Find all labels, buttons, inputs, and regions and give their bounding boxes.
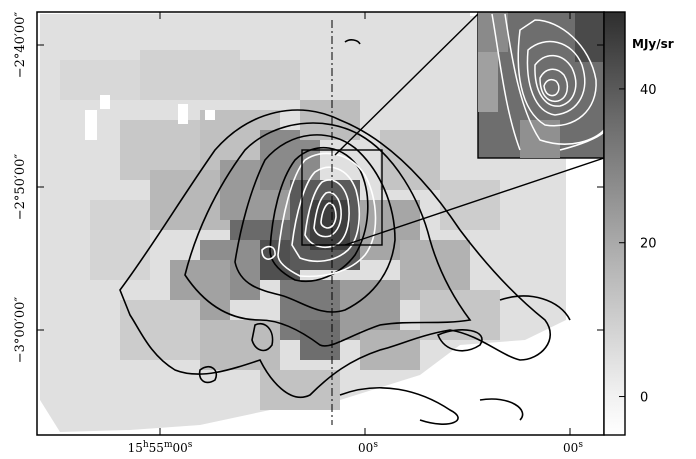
emission-block: [60, 60, 140, 100]
map-hole: [505, 360, 565, 400]
colorbar-unit: MJy/sr: [632, 37, 674, 51]
inset-contour: [534, 54, 577, 107]
contour-island: [251, 323, 274, 352]
inset-contour: [539, 68, 569, 103]
contour-2: [184, 122, 472, 347]
colorbar-fill: [603, 11, 626, 436]
emission-block: [310, 200, 350, 250]
zoom-connector: [344, 157, 604, 246]
y-tick-label: −3°00′00″: [13, 297, 28, 364]
contour-w2: [291, 166, 361, 263]
contour-outer: [119, 109, 551, 398]
contour-island: [436, 329, 483, 352]
x-tick-label-s: 00: [173, 441, 188, 455]
contour-island: [198, 365, 218, 384]
x-tick-label-h: 15: [128, 441, 143, 455]
contour-w-blob: [261, 245, 276, 260]
inset-contour: [517, 19, 597, 127]
inset-contour: [504, 13, 604, 145]
map-hole: [178, 104, 188, 124]
map-hole: [100, 95, 110, 109]
contour-w4: [313, 191, 342, 238]
contour-3: [234, 134, 396, 313]
contour-4: [269, 146, 369, 282]
inset-contour: [543, 78, 560, 97]
contour-w3: [304, 179, 350, 249]
inset-tile: [478, 52, 498, 112]
inset-tile: [575, 12, 604, 62]
emission-block: [300, 100, 360, 140]
y-axis: [37, 44, 604, 331]
emission-block: [240, 60, 300, 100]
contour-top: [344, 39, 361, 45]
zoom-box: [301, 149, 383, 246]
inset-contour: [526, 40, 586, 116]
map-hole: [205, 110, 215, 120]
map-hole: [85, 110, 97, 140]
colorbar-tick-label: 20: [640, 237, 657, 252]
emission-block: [360, 330, 420, 370]
contour-w1: [277, 152, 377, 278]
colorbar-ticks: 0 20 40: [619, 83, 657, 406]
contour-south: [479, 398, 524, 421]
contour-east: [499, 295, 571, 321]
inset-contour: [491, 13, 521, 151]
y-tick-label: −2°50′00″: [13, 154, 28, 221]
x-tick-label: 15h55m00s: [128, 440, 193, 455]
x-axis: [159, 12, 571, 435]
inset: [477, 12, 604, 159]
emission-block: [120, 300, 200, 360]
x-tick-label-m: 55: [149, 441, 164, 455]
x-tick-label-s: 00: [358, 441, 373, 455]
emission-block: [90, 200, 150, 280]
contour-south: [339, 387, 459, 425]
inset-contour: [559, 131, 604, 151]
map-area: [40, 12, 604, 432]
emission-block: [440, 180, 500, 230]
colorbar-tick-label: 40: [640, 83, 657, 98]
x-tick-label-s: 00: [563, 441, 578, 455]
black-contours: [119, 39, 571, 425]
colorbar: 0 20 40 MJy/sr: [603, 11, 674, 436]
x-tick-label: 00s: [563, 440, 583, 455]
colorbar-tick-label: 0: [640, 391, 648, 406]
zoom-connector: [334, 13, 479, 156]
white-contours: [261, 152, 377, 278]
y-tick-label: −2°40′00″: [13, 12, 28, 79]
emission-block: [200, 320, 280, 370]
x-tick-label: 00s: [358, 440, 378, 455]
emission-block: [260, 370, 340, 410]
emission-block: [300, 320, 340, 360]
emission-block: [140, 50, 240, 100]
contour-w5: [320, 202, 337, 229]
